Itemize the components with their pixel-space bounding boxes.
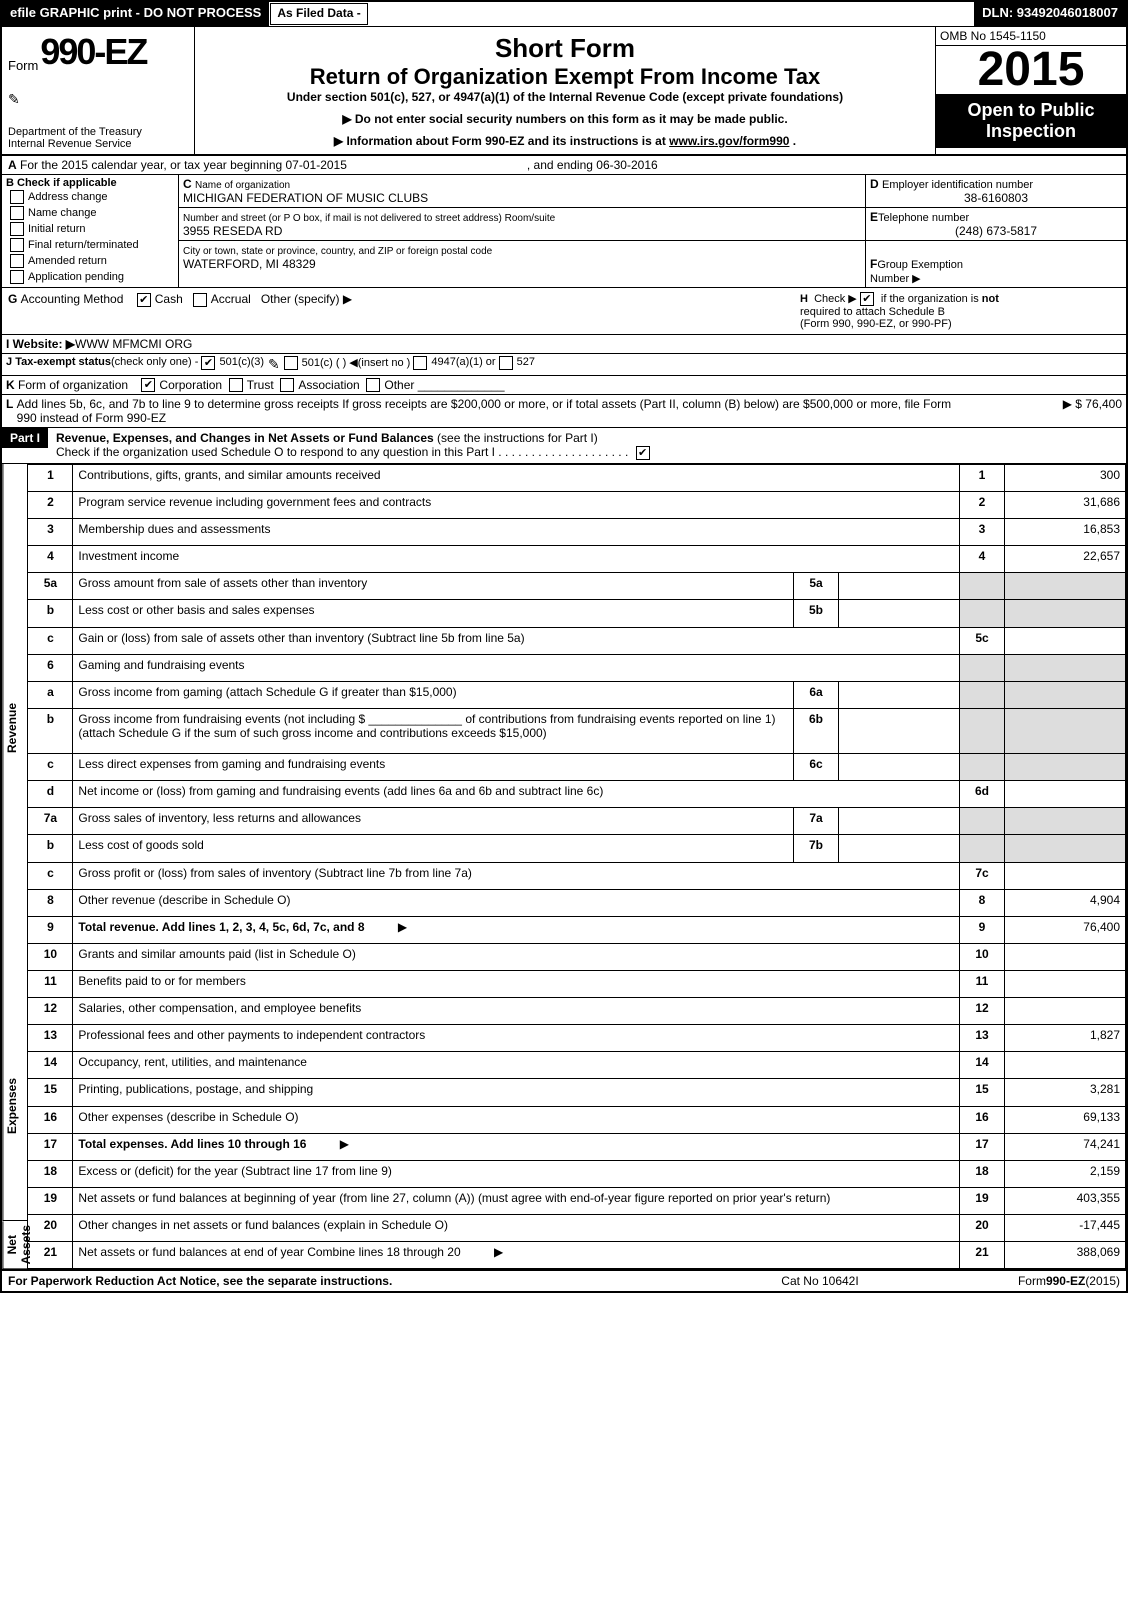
line-13: 13Professional fees and other payments t… xyxy=(28,1025,1126,1052)
line-5a: 5aGross amount from sale of assets other… xyxy=(28,573,1126,600)
cb-sched-o[interactable]: ✔ xyxy=(636,446,650,460)
line-15: 15Printing, publications, postage, and s… xyxy=(28,1079,1126,1106)
org-street: 3955 RESEDA RD xyxy=(183,224,282,238)
cb-sched-b[interactable]: ✔ xyxy=(860,292,874,306)
short-form-title: Short Form xyxy=(201,33,929,64)
line-10: 10Grants and similar amounts paid (list … xyxy=(28,943,1126,970)
cb-corp[interactable]: ✔ xyxy=(141,378,155,392)
cb-accrual[interactable] xyxy=(193,293,207,307)
line-b: bLess cost of goods sold7b xyxy=(28,835,1126,862)
line-18: 18Excess or (deficit) for the year (Subt… xyxy=(28,1160,1126,1187)
section-revenue: Revenue xyxy=(2,464,27,992)
part1-table: Revenue Expenses Net Assets 1Contributio… xyxy=(2,464,1126,1269)
form-ref: Form990-EZ(2015) xyxy=(920,1274,1120,1288)
line-17: 17Total expenses. Add lines 10 through 1… xyxy=(28,1133,1126,1160)
line-1: 1Contributions, gifts, grants, and simil… xyxy=(28,464,1126,491)
line-l: L Add lines 5b, 6c, and 7b to line 9 to … xyxy=(2,395,1126,428)
line-k: K Form of organization ✔Corporation Trus… xyxy=(2,376,1126,395)
lines-table: 1Contributions, gifts, grants, and simil… xyxy=(27,464,1126,1269)
cb-other-org[interactable] xyxy=(366,378,380,392)
line-d: dNet income or (loss) from gaming and fu… xyxy=(28,781,1126,808)
line-c: cGross profit or (loss) from sales of in… xyxy=(28,862,1126,889)
line-3: 3Membership dues and assessments316,853 xyxy=(28,519,1126,546)
section-netassets: Net Assets xyxy=(2,1221,27,1269)
efile-label: efile GRAPHIC print - DO NOT PROCESS xyxy=(2,2,269,26)
line-16: 16Other expenses (describe in Schedule O… xyxy=(28,1106,1126,1133)
line-c: cLess direct expenses from gaming and fu… xyxy=(28,754,1126,781)
cb-initial[interactable] xyxy=(10,222,24,236)
warning-ssn: ▶ Do not enter social security numbers o… xyxy=(201,112,929,126)
dept-label: Department of the Treasury Internal Reve… xyxy=(8,126,188,150)
part1-header: Part I Revenue, Expenses, and Changes in… xyxy=(2,428,1126,464)
form-number: Form 990-EZ xyxy=(8,31,188,73)
header-block: Form 990-EZ ✎ Department of the Treasury… xyxy=(2,27,1126,156)
line-12: 12Salaries, other compensation, and empl… xyxy=(28,998,1126,1025)
line-2: 2Program service revenue including gover… xyxy=(28,492,1126,519)
line-j: J Tax-exempt status (check only one) - ✔… xyxy=(2,354,1126,376)
line-a: A For the 2015 calendar year, or tax yea… xyxy=(2,156,1126,175)
bcdef-block: B Check if applicable Address change Nam… xyxy=(2,175,1126,288)
cb-address-change[interactable] xyxy=(10,190,24,204)
cb-4947[interactable] xyxy=(413,356,427,370)
footer: For Paperwork Reduction Act Notice, see … xyxy=(2,1269,1126,1291)
line-a: aGross income from gaming (attach Schedu… xyxy=(28,681,1126,708)
line-19: 19Net assets or fund balances at beginni… xyxy=(28,1187,1126,1214)
return-title: Return of Organization Exempt From Incom… xyxy=(201,64,929,90)
line-c: cGain or (loss) from sale of assets othe… xyxy=(28,627,1126,654)
cb-name-change[interactable] xyxy=(10,206,24,220)
line-20: 20Other changes in net assets or fund ba… xyxy=(28,1214,1126,1241)
cb-amended[interactable] xyxy=(10,254,24,268)
cb-trust[interactable] xyxy=(229,378,243,392)
phone: (248) 673-5817 xyxy=(870,224,1122,238)
line-11: 11Benefits paid to or for members11 xyxy=(28,970,1126,997)
irs-link[interactable]: www.irs.gov/form990 xyxy=(669,134,789,148)
line-i: I Website: ▶ WWW MFMCMI ORG xyxy=(2,335,1126,354)
cb-501c[interactable] xyxy=(284,356,298,370)
line-7a: 7aGross sales of inventory, less returns… xyxy=(28,808,1126,835)
info-link-line: ▶ Information about Form 990-EZ and its … xyxy=(201,134,929,148)
tax-year: 2015 xyxy=(936,46,1126,94)
org-name: MICHIGAN FEDERATION OF MUSIC CLUBS xyxy=(183,191,428,205)
line-b: bLess cost or other basis and sales expe… xyxy=(28,600,1126,627)
line-8: 8Other revenue (describe in Schedule O)8… xyxy=(28,889,1126,916)
open-to-public: Open to Public Inspection xyxy=(936,94,1126,148)
line-14: 14Occupancy, rent, utilities, and mainte… xyxy=(28,1052,1126,1079)
line-21: 21Net assets or fund balances at end of … xyxy=(28,1242,1126,1269)
under-section: Under section 501(c), 527, or 4947(a)(1)… xyxy=(201,90,929,104)
line-b: bGross income from fundraising events (n… xyxy=(28,708,1126,753)
cb-cash[interactable]: ✔ xyxy=(137,293,151,307)
line-g-h: G Accounting Method ✔Cash Accrual Other … xyxy=(2,288,1126,335)
cb-pending[interactable] xyxy=(10,270,24,284)
line-6: 6Gaming and fundraising events xyxy=(28,654,1126,681)
line-9: 9Total revenue. Add lines 1, 2, 3, 4, 5c… xyxy=(28,916,1126,943)
form-page: efile GRAPHIC print - DO NOT PROCESS As … xyxy=(0,0,1128,1293)
dln-label: DLN: 93492046018007 xyxy=(974,2,1126,26)
cb-501c3[interactable]: ✔ xyxy=(201,356,215,370)
line-4: 4Investment income422,657 xyxy=(28,546,1126,573)
cb-527[interactable] xyxy=(499,356,513,370)
org-city: WATERFORD, MI 48329 xyxy=(183,257,316,271)
section-expenses: Expenses xyxy=(2,992,27,1221)
gross-receipts: ▶ $ 76,400 xyxy=(972,397,1122,411)
top-bar: efile GRAPHIC print - DO NOT PROCESS As … xyxy=(2,2,1126,27)
as-filed-label: As Filed Data - xyxy=(270,3,367,25)
website: WWW MFMCMI ORG xyxy=(75,337,192,351)
ein: 38-6160803 xyxy=(870,191,1122,205)
cb-final[interactable] xyxy=(10,238,24,252)
cb-assoc[interactable] xyxy=(280,378,294,392)
